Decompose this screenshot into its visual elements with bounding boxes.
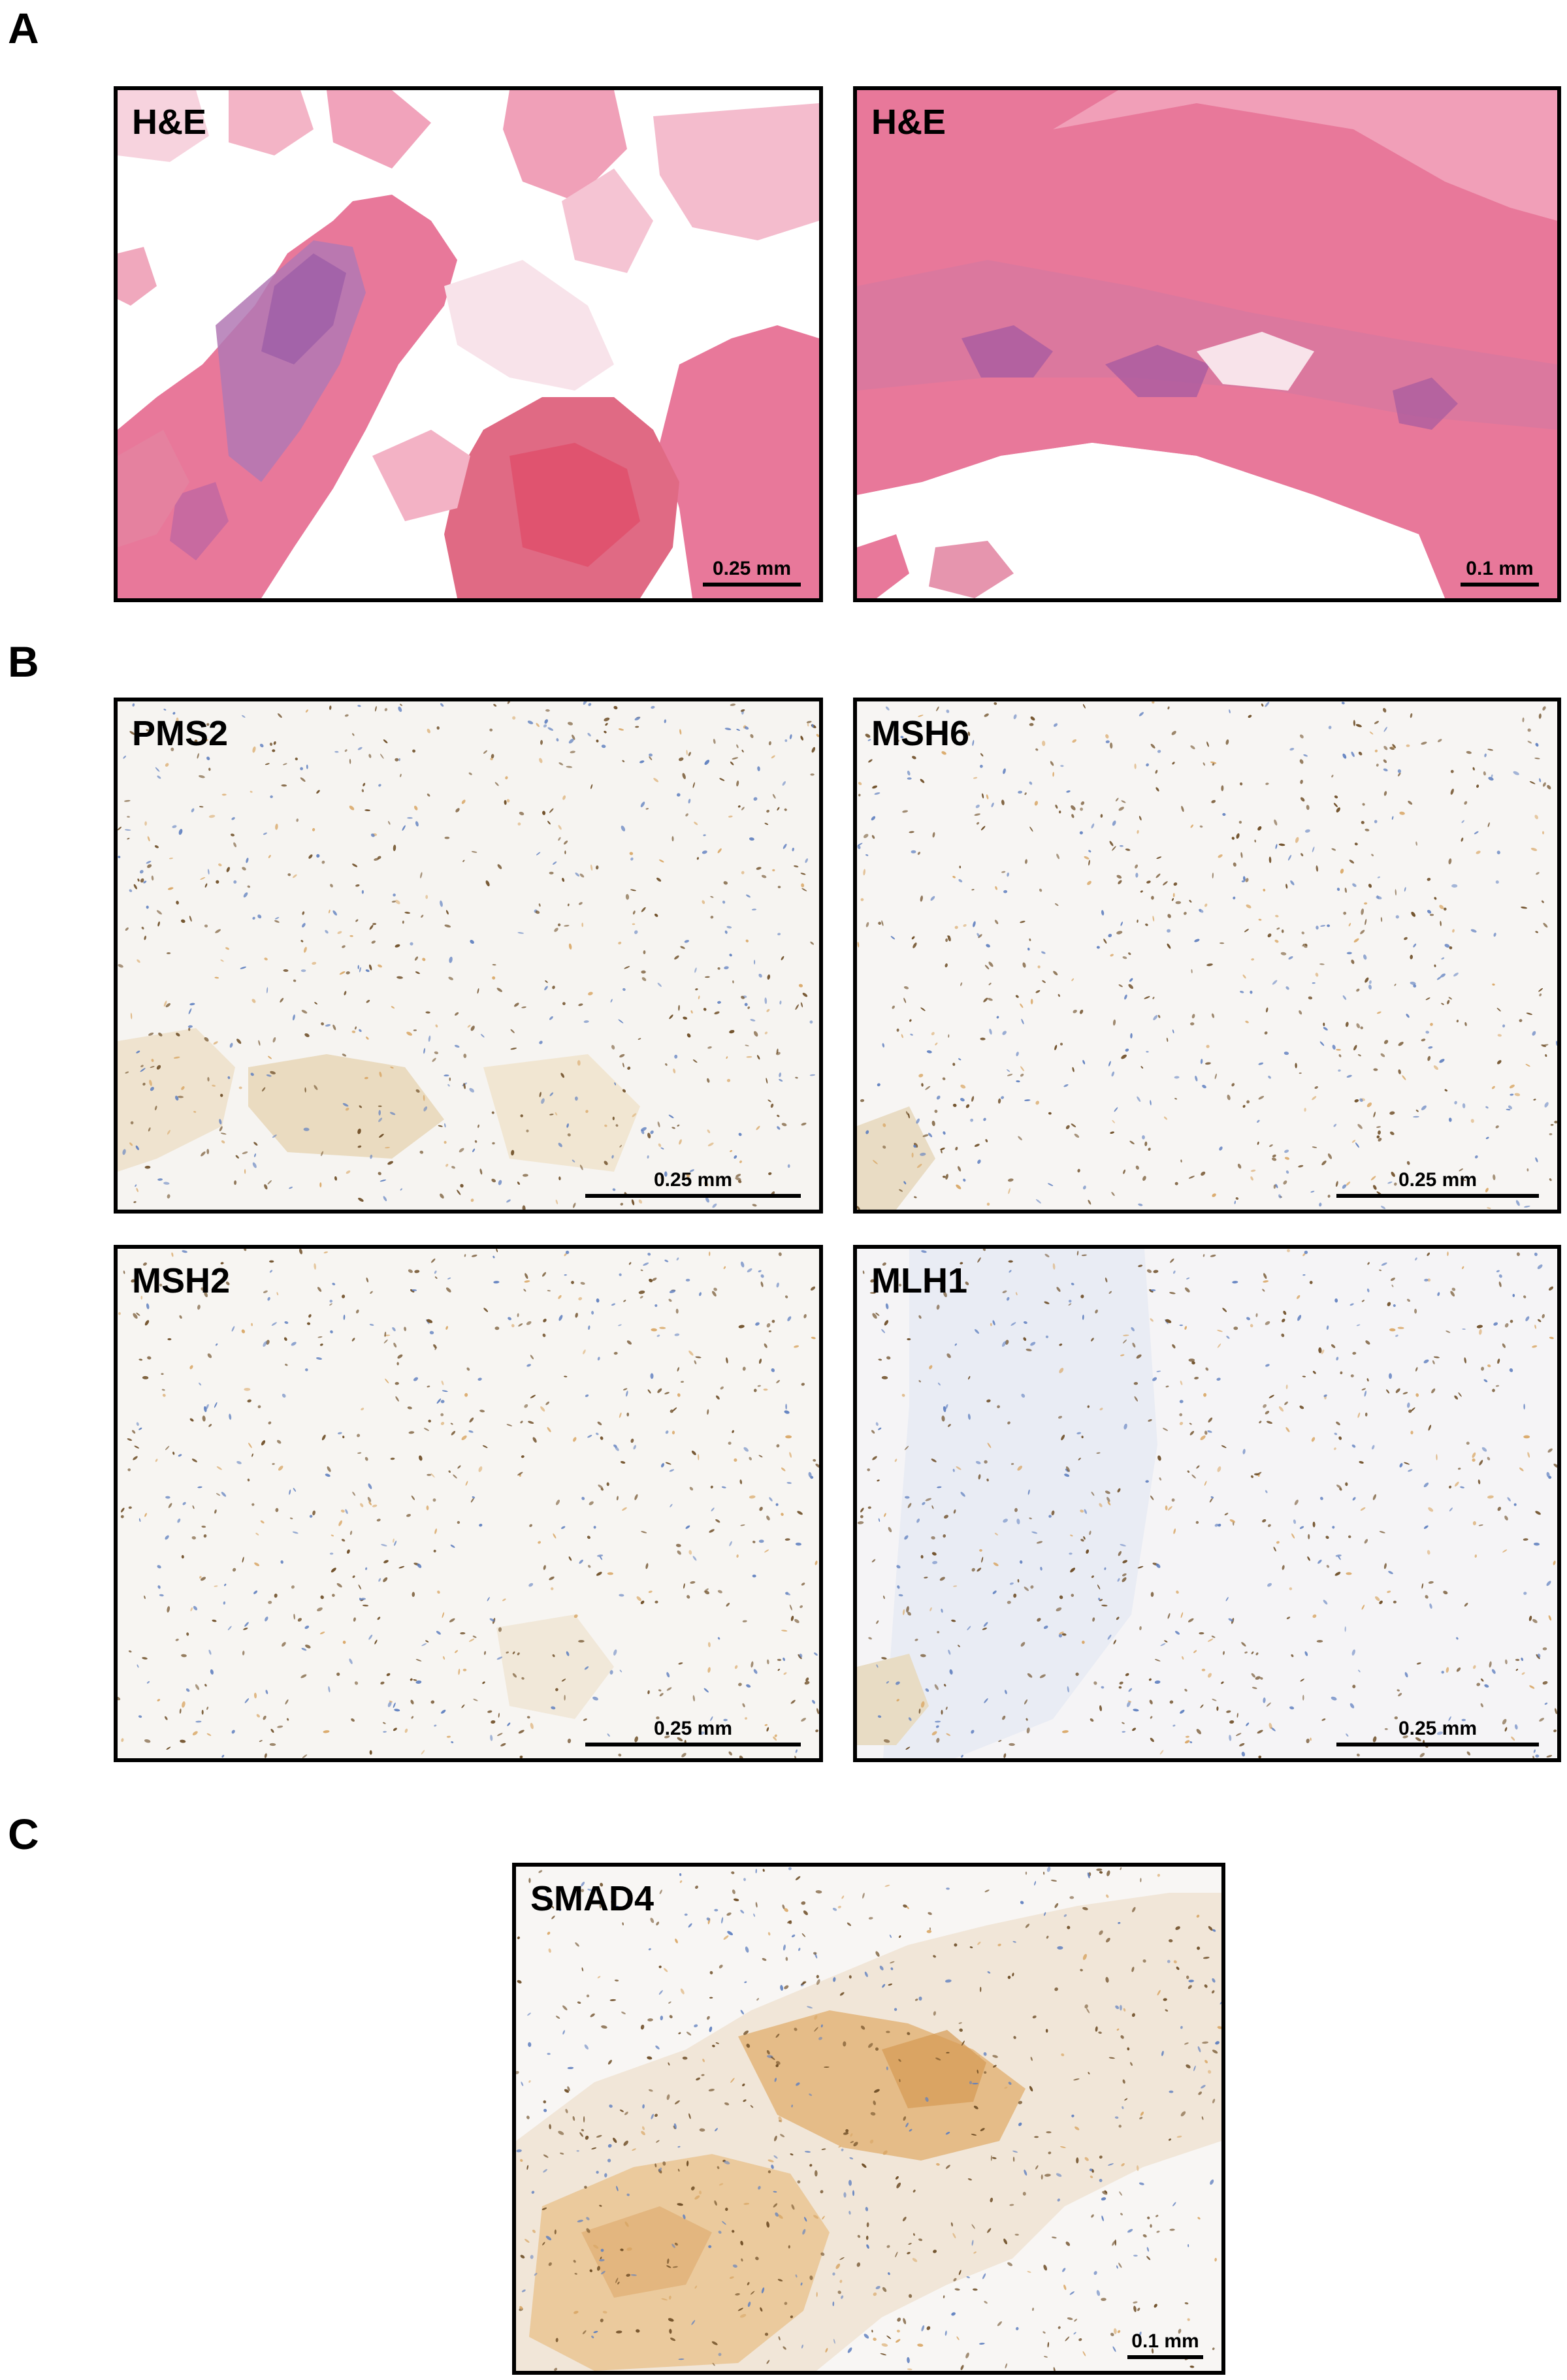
scale-bar: 0.25 mm	[703, 559, 801, 587]
msh6-panel: MSH6 0.25 mm	[853, 698, 1561, 1214]
section-letter-b: B	[8, 637, 39, 686]
stain-label: H&E	[132, 103, 207, 142]
scale-bar-text: 0.25 mm	[712, 558, 792, 579]
he-high-power-panel: H&E 0.1 mm	[853, 86, 1561, 602]
scale-bar-text: 0.25 mm	[1398, 1718, 1478, 1739]
stain-label: SMAD4	[530, 1879, 654, 1918]
scale-bar: 0.25 mm	[585, 1170, 801, 1198]
scale-bar: 0.1 mm	[1127, 2332, 1203, 2359]
stain-label: MLH1	[871, 1261, 967, 1300]
he-low-power-micrograph	[118, 90, 819, 598]
scale-bar-text: 0.25 mm	[1398, 1169, 1478, 1191]
he-low-power-panel: H&E 0.25 mm	[114, 86, 823, 602]
mlh1-panel: MLH1 0.25 mm	[853, 1245, 1561, 1762]
pms2-micrograph	[118, 701, 819, 1210]
scale-bar-text: 0.25 mm	[653, 1169, 733, 1191]
he-high-power-micrograph	[857, 90, 1557, 598]
msh2-micrograph	[118, 1249, 819, 1758]
stain-label: MSH6	[871, 714, 970, 753]
pms2-panel: PMS2 0.25 mm	[114, 698, 823, 1214]
scale-bar-text: 0.25 mm	[653, 1718, 733, 1739]
scale-bar-line	[585, 1194, 801, 1198]
section-letter-c: C	[8, 1810, 39, 1858]
scale-bar-line	[1461, 583, 1539, 587]
scale-bar: 0.25 mm	[1336, 1719, 1539, 1746]
smad4-micrograph	[516, 1867, 1221, 2371]
scale-bar-text: 0.1 mm	[1466, 558, 1534, 579]
scale-bar: 0.25 mm	[1336, 1170, 1539, 1198]
stain-label: MSH2	[132, 1261, 231, 1300]
scale-bar-line	[585, 1743, 801, 1746]
scale-bar-line	[1336, 1194, 1539, 1198]
msh2-panel: MSH2 0.25 mm	[114, 1245, 823, 1762]
scale-bar: 0.25 mm	[585, 1719, 801, 1746]
section-letter-a: A	[8, 4, 39, 52]
smad4-panel: SMAD4 0.1 mm	[512, 1863, 1225, 2375]
scale-bar-line	[1127, 2355, 1203, 2359]
msh6-micrograph	[857, 701, 1557, 1210]
mlh1-micrograph	[857, 1249, 1557, 1758]
stain-label: PMS2	[132, 714, 229, 753]
scale-bar-text: 0.1 mm	[1131, 2330, 1199, 2352]
scale-bar-line	[1336, 1743, 1539, 1746]
stain-label: H&E	[871, 103, 946, 142]
scale-bar-line	[703, 583, 801, 587]
scale-bar: 0.1 mm	[1461, 559, 1539, 587]
